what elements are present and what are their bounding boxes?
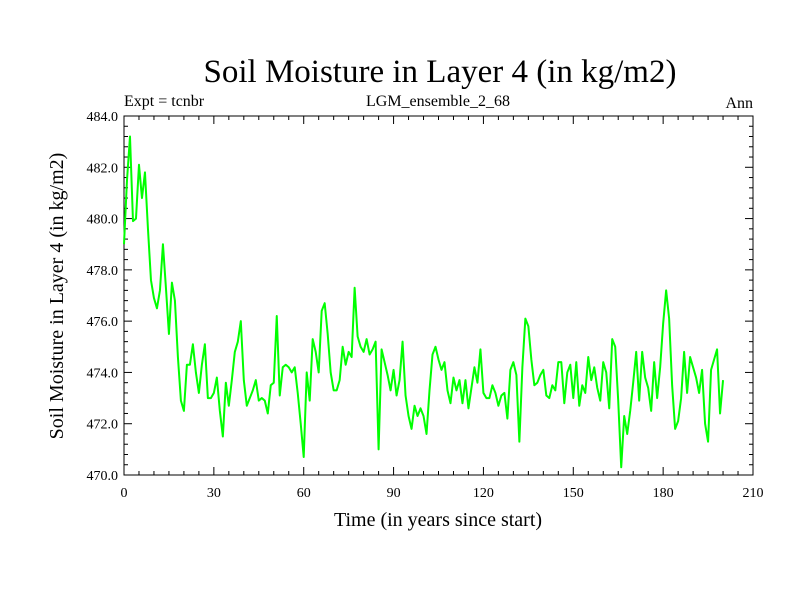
x-tick-label: 120	[473, 486, 494, 501]
x-axis: 0 30 60 90 120 150 180 210	[121, 116, 764, 501]
period-label: Ann	[725, 95, 753, 112]
y-tick-label: 484.0	[87, 110, 119, 125]
y-tick-label: 480.0	[87, 213, 119, 228]
series-layer	[123, 135, 725, 469]
x-tick-label: 90	[387, 486, 401, 501]
chart-title: Soil Moisture in Layer 4 (in kg/m2)	[204, 54, 677, 90]
y-tick-label: 476.0	[87, 315, 119, 330]
x-tick-label: 0	[121, 486, 128, 501]
y-tick-label: 478.0	[87, 264, 119, 279]
experiment-label: Expt = tcnbr	[124, 93, 205, 110]
y-tick-label: 472.0	[87, 418, 119, 433]
y-axis-label: Soil Moisture in Layer 4 (in kg/m2)	[46, 153, 68, 440]
y-axis: 470.0 472.0 474.0 476.0 478.0 480.0 482.0 484.0	[87, 110, 753, 484]
x-tick-label: 180	[653, 486, 674, 501]
ensemble-label: LGM_ensemble_2_68	[366, 93, 510, 110]
x-axis-label: Time (in years since start)	[334, 509, 542, 531]
y-tick-label: 470.0	[87, 469, 119, 484]
x-tick-label: 150	[563, 486, 584, 501]
y-tick-label: 482.0	[87, 161, 119, 176]
series-line	[123, 135, 725, 469]
x-tick-label: 60	[297, 486, 311, 501]
x-tick-label: 30	[207, 486, 221, 501]
y-tick-label: 474.0	[87, 366, 119, 381]
x-tick-label: 210	[743, 486, 764, 501]
